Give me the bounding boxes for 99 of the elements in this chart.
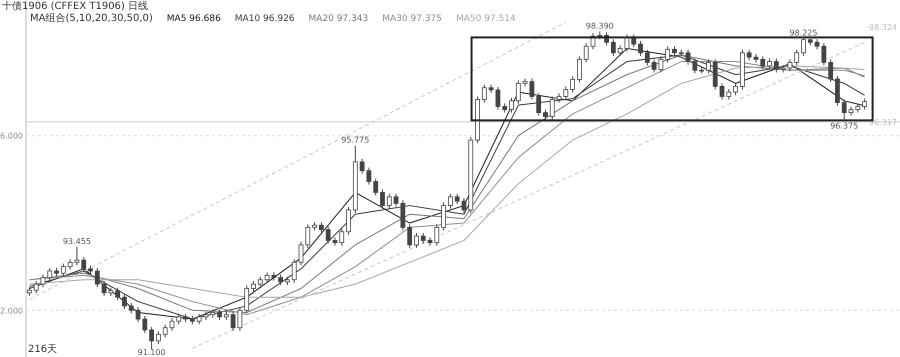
candlestick	[509, 97, 514, 114]
candlestick	[360, 158, 365, 174]
text: MA20 97.343	[308, 14, 368, 24]
candlestick	[529, 78, 534, 100]
annotation: 96.375	[830, 121, 858, 130]
candlestick	[788, 58, 792, 72]
candlestick	[610, 38, 616, 56]
candlestick	[380, 188, 385, 210]
candlestick	[543, 109, 548, 120]
candlestick	[496, 86, 500, 110]
candlestick	[862, 98, 868, 110]
candlestick	[441, 202, 446, 231]
candlestick	[346, 206, 351, 236]
candlestick	[652, 58, 657, 73]
candlestick	[292, 258, 297, 284]
candlestick	[264, 272, 270, 284]
candlestick	[278, 274, 284, 286]
candlestick	[814, 38, 820, 50]
annotation: 98.225	[789, 28, 818, 38]
candlestick	[448, 193, 453, 210]
candlestick	[821, 42, 826, 66]
candlestick	[794, 49, 800, 66]
text: 98.324	[869, 23, 897, 32]
candlestick	[733, 82, 738, 96]
candlestick	[102, 280, 106, 296]
candlestick	[60, 263, 66, 277]
candlestick	[81, 256, 86, 272]
candlestick	[149, 326, 154, 350]
candlestick	[74, 246, 80, 266]
candlestick	[556, 92, 562, 104]
annotation: 95.775	[341, 136, 370, 145]
candlestick	[624, 34, 630, 52]
annotation: 91.100	[138, 348, 166, 357]
candlestick	[434, 224, 440, 246]
text: MA30 97.375	[382, 14, 442, 24]
text: MA50 97.514	[456, 14, 516, 24]
candlestick	[373, 178, 378, 196]
candlestick	[156, 330, 161, 344]
candlestick	[767, 58, 772, 70]
candlestick	[407, 224, 412, 248]
candlestick	[774, 58, 779, 73]
candlestick	[550, 96, 555, 120]
candlestick	[115, 287, 120, 301]
candlestick	[251, 280, 256, 292]
candlestick	[570, 76, 576, 94]
candlestick	[298, 241, 304, 266]
candlestick	[122, 294, 127, 310]
candlestick	[577, 56, 582, 83]
candlestick	[366, 167, 372, 186]
candlestick	[706, 58, 711, 74]
text: MA5 96.686	[166, 14, 222, 24]
candlestick	[162, 324, 168, 338]
candlestick	[318, 222, 324, 234]
candlestick	[34, 280, 39, 294]
candlestick	[386, 193, 392, 210]
candlestick	[170, 318, 174, 332]
candlestick	[726, 88, 732, 100]
candlestick	[563, 86, 568, 100]
candlestick	[394, 193, 398, 207]
candlestick	[618, 44, 623, 56]
candlestick	[414, 232, 419, 248]
candlestick	[40, 274, 46, 288]
candlestick	[326, 226, 331, 244]
candlestick	[94, 267, 100, 288]
chart-title: 十债1906 (CFFEX T1906) 日线	[2, 0, 148, 12]
candlestick	[258, 276, 263, 288]
candlestick	[584, 42, 589, 63]
candlestick	[746, 49, 752, 61]
candlestick	[482, 84, 487, 104]
candlestick	[136, 306, 140, 323]
candlestick	[828, 58, 834, 83]
text: 6.000	[0, 132, 23, 141]
candlestick	[462, 198, 466, 214]
candlestick	[692, 58, 698, 74]
text: MA组合(5,10,20,30,50,0)	[30, 12, 153, 24]
candlestick	[142, 315, 148, 334]
candlestick	[842, 99, 847, 120]
candlestick	[720, 82, 724, 100]
candlestick	[454, 193, 460, 205]
annotation: 98.390	[586, 21, 614, 30]
candlestick	[848, 106, 854, 116]
candlestick	[516, 80, 521, 104]
candlestick	[801, 38, 806, 56]
annotation: 93.455	[62, 236, 91, 246]
text: 2.000	[0, 306, 23, 316]
candlestick	[835, 75, 840, 106]
candlestick	[339, 228, 344, 246]
candlestick	[638, 40, 643, 56]
candlestick	[855, 102, 860, 114]
candlestick	[420, 232, 426, 244]
candlestick	[536, 92, 542, 116]
candlestick	[244, 284, 250, 314]
candlestick	[128, 302, 134, 314]
candlestick	[305, 224, 310, 248]
candlestick	[68, 258, 73, 270]
candlestick	[47, 267, 52, 282]
candlestick	[502, 102, 508, 114]
text: MA10 96.926	[234, 14, 295, 24]
annotation: 216天	[28, 344, 58, 355]
